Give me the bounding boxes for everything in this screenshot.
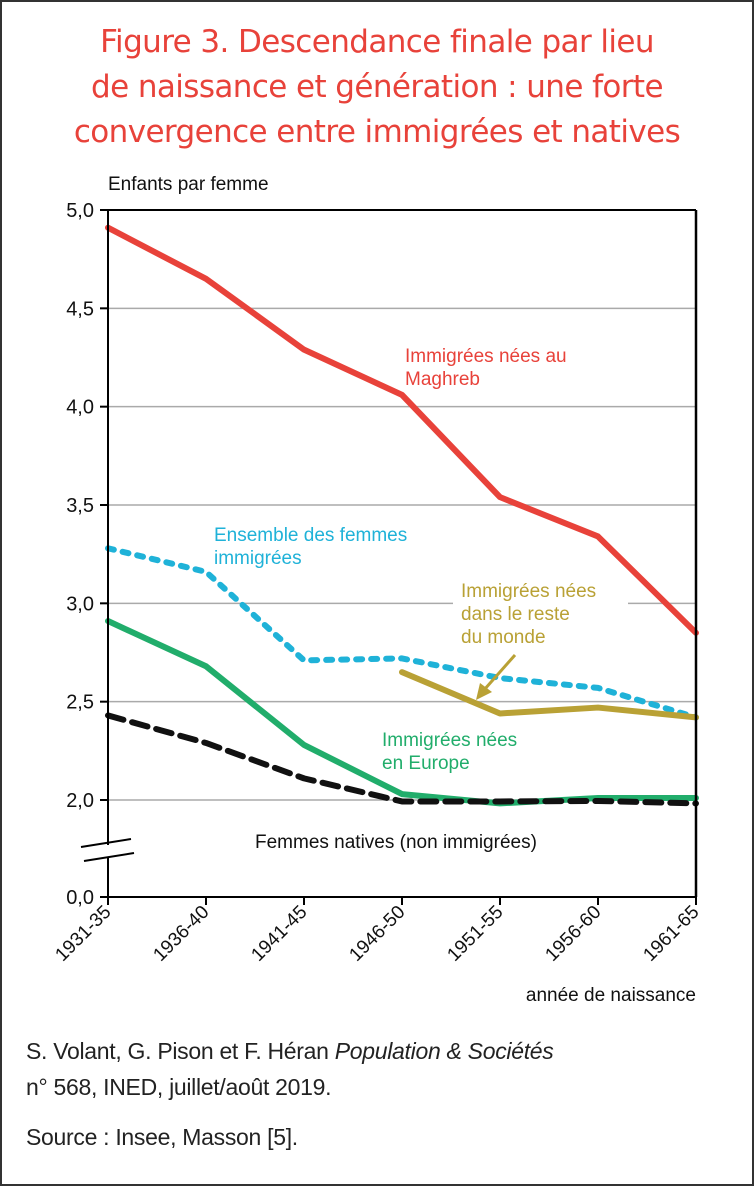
x-axis-ticks: 1931-35 1936-40 1941-45 1946-50 1951-55 1956-… xyxy=(51,897,704,966)
title-line-3: convergence entre immigrées et natives xyxy=(73,114,681,150)
series-label: du monde xyxy=(461,627,546,648)
series-lines xyxy=(105,224,699,807)
y-tick-label: 5,0 xyxy=(66,200,94,222)
y-tick-label: 4,0 xyxy=(66,397,94,419)
annotation-arrow xyxy=(482,654,517,691)
y-tick-label: 2,5 xyxy=(66,692,94,714)
gridlines xyxy=(108,307,696,801)
x-tick-label: 1946-50 xyxy=(345,902,409,966)
y-tick-label: 3,5 xyxy=(66,495,94,517)
title-line-2: de naissance et génération : une forte xyxy=(91,69,663,105)
series-label: dans le reste xyxy=(461,604,570,625)
axis-break-mark xyxy=(83,852,135,862)
series-label: Immigrées nées xyxy=(382,730,517,751)
x-tick-label: 1936-40 xyxy=(149,902,213,966)
x-tick-label: 1931-35 xyxy=(51,902,115,966)
series-label: Femmes natives (non immigrées) xyxy=(255,832,537,853)
label-background xyxy=(453,577,628,657)
y-tick-label: 4,5 xyxy=(66,298,94,320)
y-tick-label: 0,0 xyxy=(66,887,94,909)
x-tick-label: 1961-65 xyxy=(639,902,703,966)
series-line-2 xyxy=(399,669,699,721)
y-tick-label: 3,0 xyxy=(66,593,94,615)
series-label: en Europe xyxy=(382,753,470,774)
series-label: Immigrées nées au xyxy=(405,346,567,367)
y-tick-label: 2,0 xyxy=(66,790,94,812)
citation-journal: Population & Sociétés xyxy=(334,1038,554,1064)
y-axis-ticks: 5,0 4,5 4,0 3,5 3,0 2,5 2,0 0,0 xyxy=(66,200,108,909)
series-label: Ensemble des femmes xyxy=(214,525,407,546)
axis-break-mark xyxy=(80,838,132,848)
source-note: Source : Insee, Masson [5]. xyxy=(26,1124,298,1150)
citation-authors: S. Volant, G. Pison et F. Héran xyxy=(26,1038,335,1064)
series-label: Immigrées nées xyxy=(461,581,596,602)
citation-line-2: n° 568, INED, juillet/août 2019. xyxy=(26,1074,332,1100)
figure-title: Figure 3. Descendance finale par lieu de… xyxy=(0,20,754,155)
series-label: immigrées xyxy=(214,548,302,569)
axis-break-gap xyxy=(104,845,112,857)
y-axis-title: Enfants par femme xyxy=(108,174,269,195)
citation-line-1: S. Volant, G. Pison et F. Héran Populati… xyxy=(26,1038,554,1065)
axes xyxy=(80,209,698,898)
x-axis-title: année de naissance xyxy=(526,985,696,1006)
title-line-1: Figure 3. Descendance finale par lieu xyxy=(100,24,654,60)
x-tick-label: 1951-55 xyxy=(443,902,507,966)
x-tick-label: 1956-60 xyxy=(541,902,605,966)
series-label: Maghreb xyxy=(405,369,480,390)
x-tick-label: 1941-45 xyxy=(247,902,311,966)
arrowhead-icon xyxy=(476,683,492,700)
